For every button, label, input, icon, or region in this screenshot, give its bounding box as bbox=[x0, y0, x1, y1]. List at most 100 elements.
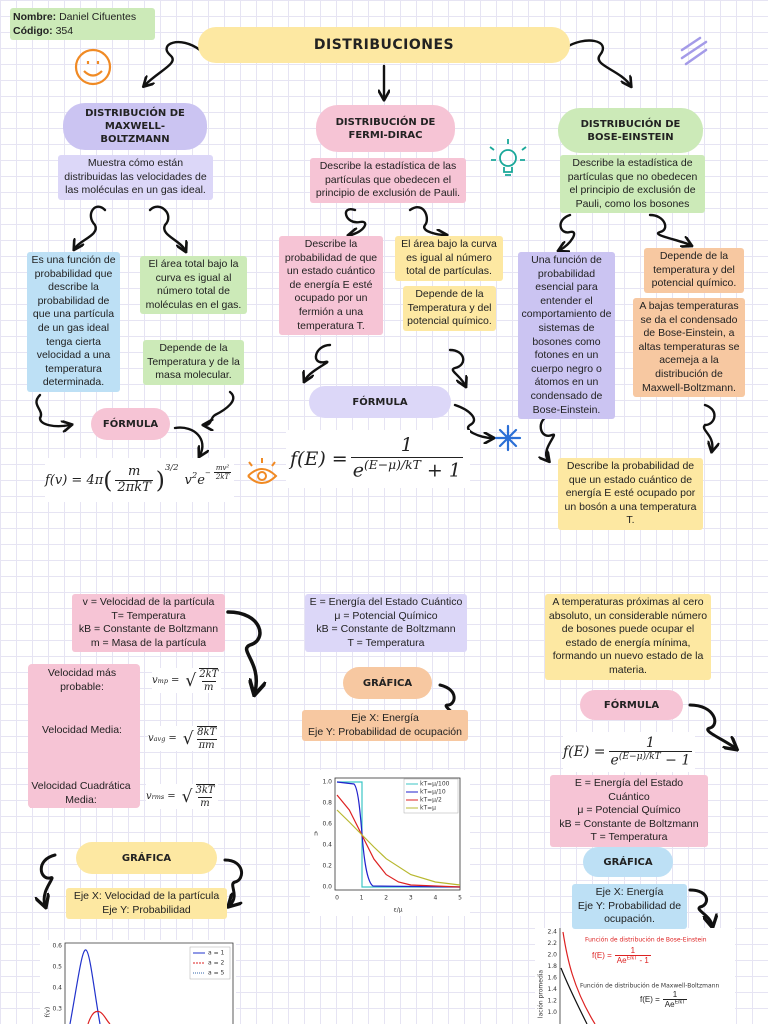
exponent: (E−μ)/kT bbox=[618, 752, 661, 763]
root: √ bbox=[181, 786, 193, 807]
fraction: m 2πkT bbox=[115, 464, 153, 496]
legend: kT=μ/100 kT=μ/10 kT=μ/2 kT=μ bbox=[403, 778, 459, 814]
y-tick-labels: 1.0 0.8 0.6 0.4 0.2 0.0 bbox=[322, 779, 332, 891]
formula: f(v) = 4π ( m 2πkT ) 3/2 v 2 e − mv² 2kT bbox=[45, 458, 235, 502]
text-line: T= Temperatura bbox=[111, 609, 186, 622]
formula-part: ) bbox=[155, 466, 165, 494]
text-line: Eje Y: Probabilidad de ocupación. bbox=[577, 899, 682, 926]
x-tick-labels: 0 1 2 3 4 5 bbox=[335, 895, 462, 902]
star bbox=[494, 424, 522, 452]
fraction: 3kT m bbox=[195, 784, 215, 809]
formula-part: = bbox=[167, 791, 176, 802]
numerator: 1 bbox=[630, 946, 636, 955]
y-tick-label: 0.8 bbox=[322, 800, 332, 807]
velocity-panel bbox=[28, 664, 140, 808]
zigzag bbox=[680, 36, 708, 66]
numerator: 8kT bbox=[197, 727, 217, 738]
pill-label: DISTRIBUCIONES bbox=[198, 27, 570, 63]
plot-frame bbox=[334, 777, 461, 891]
fraction: 8kT πm bbox=[196, 726, 217, 751]
legend: a = 1 a = 2 a = 5 bbox=[189, 946, 231, 980]
denominator: 2kT bbox=[213, 472, 232, 482]
y-tick-label: 1.8 bbox=[547, 963, 557, 970]
velocity-label: Velocidad más probable: bbox=[47, 667, 117, 693]
pill-label: FÓRMULA bbox=[580, 690, 683, 720]
y-tick-label: 0.4 bbox=[52, 985, 62, 992]
text-line: Eje Y: Probabilidad bbox=[102, 903, 191, 916]
text-line: kB = Constante de Boltzmann bbox=[559, 817, 699, 830]
text-box: Describe la probabilidad de que un estad… bbox=[279, 236, 383, 336]
fraction: mv² 2kT bbox=[213, 464, 232, 482]
text-line: E = Energía del Estado Cuántico bbox=[574, 777, 684, 803]
pill-label: DISTRIBUCIÓN DE MAXWELL-BOLTZMANN bbox=[63, 103, 207, 150]
x-tick-label: 0 bbox=[335, 895, 339, 902]
numerator: 1 bbox=[672, 990, 678, 999]
arrows bbox=[36, 39, 735, 925]
lightbulb bbox=[489, 139, 527, 176]
formula-part: f(E) = bbox=[563, 744, 606, 760]
formula-part: v bbox=[184, 472, 192, 488]
velocity-label: Velocidad Media: bbox=[42, 724, 122, 736]
text-line: m = Masa de la partícula bbox=[90, 636, 207, 649]
fd-plot: 1.0 0.8 0.6 0.4 0.2 0.0 0 1 2 3 4 5 ε/μ … bbox=[310, 770, 470, 916]
name: Daniel Cifuentes bbox=[59, 11, 137, 23]
denominator: m bbox=[198, 796, 212, 809]
legend-label: kT=μ/100 bbox=[420, 781, 450, 788]
subscript: mp bbox=[157, 676, 168, 685]
code-line: Código: 354 bbox=[13, 24, 152, 38]
text-line: Eje Y: Probabilidad de ocupación bbox=[308, 725, 462, 738]
text-box: Describe la estadística de las partícula… bbox=[310, 158, 466, 203]
numerator: mv² bbox=[215, 464, 230, 472]
denominator: AeE/kT - 1 bbox=[614, 955, 651, 965]
formula-part: f(v) = 4π bbox=[45, 472, 104, 488]
plot-formula: f(E) = 1 AeE/kT - 1 bbox=[592, 946, 654, 965]
exponent: E/kT bbox=[626, 955, 638, 962]
legend-label: kT=μ/2 bbox=[420, 797, 442, 804]
denominator: e(E−μ)/kT + 1 bbox=[350, 457, 463, 482]
velocity-formula: v mp = √ 2kT m bbox=[152, 668, 222, 693]
x-tick-label: 2 bbox=[384, 895, 388, 902]
y-tick-label: 0.5 bbox=[52, 964, 62, 971]
text-line: kB = Constante de Boltzmann bbox=[316, 623, 456, 636]
text-box: E = Energía del Estado Cuántico μ = Poten… bbox=[550, 775, 708, 847]
curve bbox=[562, 931, 596, 1024]
mb-plot: 0.6 0.5 0.4 0.3 f(v) a = 1 a = 2 a = 5 bbox=[40, 940, 236, 1024]
text-box: Describe la estadística de partículas qu… bbox=[560, 155, 705, 214]
code-label: Código: bbox=[13, 25, 53, 37]
formula: f(E) = 1 e(E−μ)/kT − 1 bbox=[563, 732, 696, 772]
y-tick-label: 0.4 bbox=[322, 842, 332, 849]
denominator: πm bbox=[196, 738, 217, 751]
y-tick-label: 0.6 bbox=[52, 943, 62, 950]
text-box: E = Energía del Estado Cuántico μ = Poten… bbox=[305, 594, 467, 653]
y-tick-label: 1.0 bbox=[322, 779, 332, 786]
formula-part: e bbox=[610, 752, 619, 769]
fraction: 1 e(E−μ)/kT + 1 bbox=[350, 435, 463, 482]
text-line: μ = Potencial Químico bbox=[577, 804, 681, 817]
text-box: v = Velocidad de la partícula T= Temperat… bbox=[72, 594, 225, 653]
numerator: 3kT bbox=[195, 785, 215, 796]
subscript: avg bbox=[153, 734, 166, 743]
y-tick-label: 0.0 bbox=[322, 884, 332, 891]
y-tick-label: 2.0 bbox=[547, 952, 557, 959]
text-box: Una función de probabilidad esencial par… bbox=[518, 252, 615, 420]
text-line: v = Velocidad de la partícula bbox=[82, 596, 215, 608]
formula: f(E) = 1 e(E−μ)/kT + 1 bbox=[286, 430, 470, 488]
fraction: 1 e(E−μ)/kT − 1 bbox=[608, 735, 693, 769]
y-tick-label: 0.6 bbox=[322, 821, 332, 828]
curves bbox=[336, 781, 461, 888]
exponent: 2 bbox=[191, 470, 198, 480]
text-box: Depende de la temperatura y del potencia… bbox=[644, 248, 744, 293]
text-box: Muestra cómo están distribuidas las velo… bbox=[58, 155, 213, 200]
fraction: 1 AeE/kT bbox=[662, 990, 688, 1009]
y-axis-label: lación promedia bbox=[538, 970, 545, 1019]
name-label: Nombre: bbox=[13, 11, 57, 23]
curve-label: Función de distribución de Bose-Einstein bbox=[585, 937, 707, 944]
text-line: kB = Constante de Boltzmann bbox=[78, 623, 219, 636]
x-tick-label: 5 bbox=[458, 895, 462, 902]
numerator: 1 bbox=[645, 735, 655, 752]
fraction: 1 AeE/kT - 1 bbox=[614, 946, 651, 965]
name-line: Nombre: Daniel Cifuentes bbox=[13, 10, 152, 24]
text-box: Describe la probabilidad de que un estad… bbox=[558, 458, 703, 530]
exponent: 3/2 bbox=[164, 462, 179, 472]
denominator: m bbox=[202, 680, 216, 693]
